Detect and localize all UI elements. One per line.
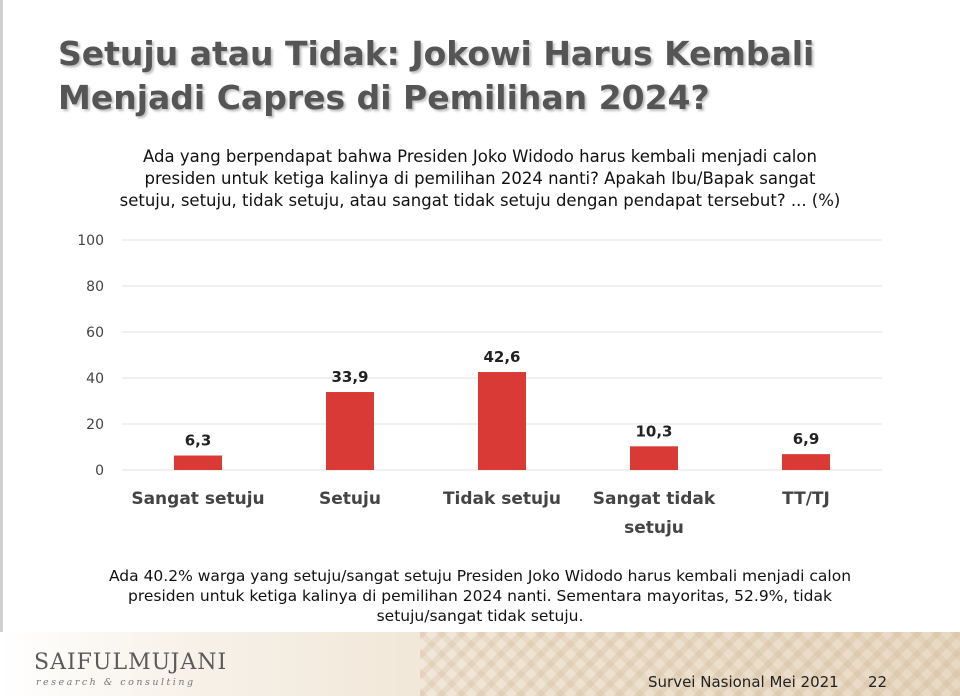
x-tick-label: Sangat setuju — [131, 489, 264, 509]
summary-note: Ada 40.2% warga yang setuju/sangat setuj… — [55, 566, 905, 626]
bar — [782, 454, 830, 470]
y-tick-label: 60 — [86, 325, 104, 341]
data-label: 6,3 — [185, 432, 212, 450]
y-tick-label: 40 — [86, 371, 104, 387]
x-tick-label: setuju — [624, 518, 684, 538]
note-line: presiden untuk ketiga kalinya di pemilih… — [128, 587, 832, 605]
data-label: 33,9 — [331, 368, 368, 386]
question-line: presiden untuk ketiga kalinya di pemilih… — [144, 169, 816, 188]
x-tick-label: TT/TJ — [782, 489, 830, 509]
data-label: 10,3 — [635, 422, 672, 440]
page-number: 22 — [868, 673, 888, 691]
y-tick-label: 0 — [95, 463, 104, 479]
y-tick-label: 100 — [77, 233, 104, 249]
footer-band — [0, 632, 960, 696]
data-label: 6,9 — [793, 430, 820, 448]
survey-source: Survei Nasional Mei 2021 — [648, 673, 839, 691]
question-line: setuju, setuju, tidak setuju, atau sanga… — [119, 191, 841, 210]
footer-ornament — [420, 632, 960, 696]
survey-question: Ada yang berpendapat bahwa Presiden Joko… — [30, 146, 930, 212]
company-logo: SAIFULMUJANI — [34, 650, 228, 675]
y-tick-label: 80 — [86, 279, 104, 295]
y-tick-label: 20 — [86, 417, 104, 433]
bar — [174, 455, 222, 470]
data-label: 42,6 — [483, 348, 520, 366]
slide-title: Setuju atau Tidak: Jokowi Harus Kembali … — [58, 34, 815, 117]
bar-chart: 0 20 40 60 80 100 6,3 Sangat setuju 33,9 Setuju 42… — [77, 233, 882, 538]
bar — [630, 446, 678, 470]
x-tick-label: Tidak setuju — [443, 489, 561, 509]
bar — [478, 372, 526, 470]
x-tick-label: Setuju — [319, 489, 381, 509]
x-tick-label: Sangat tidak — [593, 489, 716, 509]
company-logo-tagline: research & consulting — [36, 677, 196, 688]
note-line: setuju/sangat tidak setuju. — [376, 607, 584, 625]
bar — [326, 392, 374, 470]
note-line: Ada 40.2% warga yang setuju/sangat setuj… — [108, 567, 852, 585]
slide-left-border — [0, 0, 3, 696]
question-line: Ada yang berpendapat bahwa Presiden Joko… — [143, 147, 817, 166]
